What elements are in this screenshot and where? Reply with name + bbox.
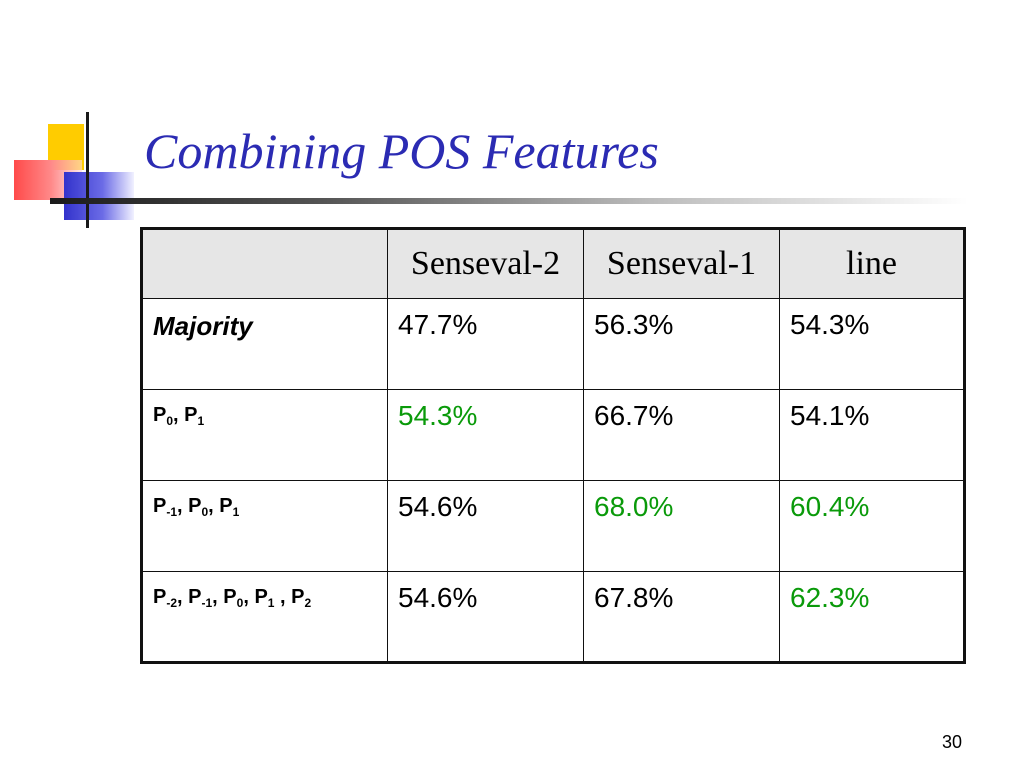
header-cell-corner — [141, 228, 388, 299]
cell-value: 68.0% — [583, 480, 780, 572]
row-label-majority: Majority — [141, 298, 388, 390]
slide-title: Combining POS Features — [144, 123, 659, 179]
header-cell-senseval-2: Senseval-2 — [387, 228, 584, 299]
title-underline — [50, 198, 968, 204]
header-cell-senseval-1: Senseval-1 — [583, 228, 780, 299]
table-row: P-2, P-1, P0, P1 , P2 54.6% 67.8% 62.3% — [141, 571, 965, 663]
header-cell-line: line — [779, 228, 965, 299]
cell-value: 56.3% — [583, 298, 780, 390]
slide-decoration — [0, 0, 180, 240]
cell-value: 62.3% — [779, 571, 965, 663]
vertical-rule-decoration — [86, 112, 89, 228]
cell-value: 60.4% — [779, 480, 965, 572]
cell-value: 54.1% — [779, 389, 965, 481]
cell-value: 67.8% — [583, 571, 780, 663]
blue-square-decoration — [64, 172, 134, 220]
table-row: P0, P1 54.3% 66.7% 54.1% — [141, 389, 965, 481]
table-row: Majority 47.7% 56.3% 54.3% — [141, 298, 965, 390]
cell-value: 54.3% — [779, 298, 965, 390]
row-label-pm1-p0-p1: P-1, P0, P1 — [141, 480, 388, 572]
cell-value: 54.6% — [387, 480, 584, 572]
row-label-p0-p1: P0, P1 — [141, 389, 388, 481]
cell-value: 54.3% — [387, 389, 584, 481]
cell-value: 47.7% — [387, 298, 584, 390]
cell-value: 66.7% — [583, 389, 780, 481]
table-header-row: Senseval-2 Senseval-1 line — [141, 228, 965, 299]
row-label-pm2-to-p2: P-2, P-1, P0, P1 , P2 — [141, 571, 388, 663]
results-table: Senseval-2 Senseval-1 line Majority 47.7… — [140, 227, 966, 664]
page-number: 30 — [941, 732, 962, 752]
cell-value: 54.6% — [387, 571, 584, 663]
table-row: P-1, P0, P1 54.6% 68.0% 60.4% — [141, 480, 965, 572]
